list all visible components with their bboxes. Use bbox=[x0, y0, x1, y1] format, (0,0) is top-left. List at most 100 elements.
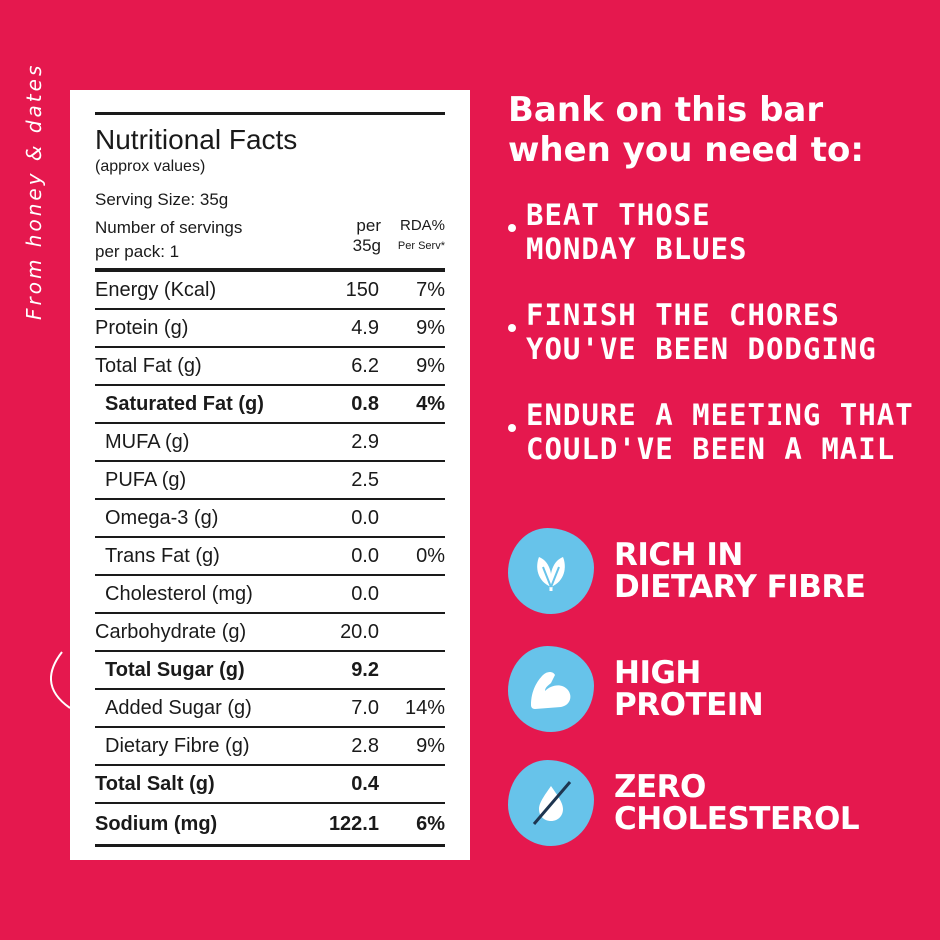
bullet-dot-icon bbox=[508, 424, 516, 432]
nutrient-row-trans-fat: Trans Fat (g) 0.0 0% bbox=[95, 538, 445, 576]
leaves-icon bbox=[508, 528, 594, 614]
badge-line-2: PROTEIN bbox=[614, 687, 764, 723]
nutrient-label: Dietary Fibre (g) bbox=[105, 734, 250, 757]
nutrient-row-sodium: Sodium (mg) 122.1 6% bbox=[95, 804, 445, 847]
rda-header-line-2: Per Serv* bbox=[397, 240, 445, 252]
per-serving-header: per 35g bbox=[333, 216, 381, 256]
nutrient-rda: 9% bbox=[416, 734, 445, 757]
nutrient-label: MUFA (g) bbox=[105, 430, 190, 453]
nutrient-label: Total Sugar (g) bbox=[105, 658, 245, 681]
nutrient-row-carbohydrate: Carbohydrate (g) 20.0 bbox=[95, 614, 445, 652]
servings-header: Number of servings per pack: 1 per 35g R… bbox=[95, 216, 445, 264]
bullet-dot-icon bbox=[508, 324, 516, 332]
nutrient-row-total-sugar: Total Sugar (g) 9.2 bbox=[95, 652, 445, 690]
nutrient-row-omega-3: Omega-3 (g) 0.0 bbox=[95, 500, 445, 538]
nutrient-row-energy: Energy (Kcal) 150 7% bbox=[95, 272, 445, 310]
nutrient-value: 0.8 bbox=[351, 392, 379, 415]
column-headers: per 35g RDA% Per Serv* bbox=[333, 216, 445, 256]
servings-line-2: per pack: 1 bbox=[95, 242, 180, 261]
badge-dietary-fibre: RICH IN DIETARY FIBRE bbox=[508, 528, 928, 614]
nutrient-value: 0.0 bbox=[351, 506, 379, 529]
nutrient-rda: 4% bbox=[416, 392, 445, 415]
nutrient-row-mufa: MUFA (g) 2.9 bbox=[95, 424, 445, 462]
nutrient-row-protein: Protein (g) 4.9 9% bbox=[95, 310, 445, 348]
nutrient-rda: 9% bbox=[416, 316, 445, 339]
nutrition-facts-panel: Nutritional Facts (approx values) Servin… bbox=[70, 90, 470, 860]
nutrient-row-dietary-fibre: Dietary Fibre (g) 2.8 9% bbox=[95, 728, 445, 766]
curl-decoration bbox=[50, 651, 71, 709]
nutrient-rda: 9% bbox=[416, 354, 445, 377]
badge-line-1: ZERO bbox=[614, 769, 706, 805]
badge-text: HIGH PROTEIN bbox=[614, 655, 764, 723]
nutrient-label: Total Salt (g) bbox=[95, 772, 215, 795]
bullet-line-1: FINISH THE CHORES bbox=[526, 298, 840, 332]
nutrient-value: 0.0 bbox=[351, 582, 379, 605]
nutrient-row-added-sugar: Added Sugar (g) 7.0 14% bbox=[95, 690, 445, 728]
nutrient-label: Sodium (mg) bbox=[95, 812, 218, 835]
badge-zero-cholesterol: ZERO CHOLESTEROL bbox=[508, 760, 928, 846]
per-header-line-2: 35g bbox=[352, 236, 381, 255]
nutrient-label: Omega-3 (g) bbox=[105, 506, 219, 529]
nutrient-row-pufa: PUFA (g) 2.5 bbox=[95, 462, 445, 500]
bullet-item: ENDURE A MEETING THAT COULD'VE BEEN A MA… bbox=[508, 398, 928, 466]
bullet-line-2: YOU'VE BEEN DODGING bbox=[526, 332, 877, 366]
badge-text: ZERO CHOLESTEROL bbox=[614, 769, 860, 837]
bullet-line-2: MONDAY BLUES bbox=[526, 232, 748, 266]
servings-line-1: Number of servings bbox=[95, 218, 243, 237]
nutrient-row-total-salt: Total Salt (g) 0.4 bbox=[95, 766, 445, 804]
nutrient-value: 0.4 bbox=[351, 772, 379, 795]
nutrient-value: 2.9 bbox=[351, 430, 379, 453]
nutrient-rda: 6% bbox=[416, 812, 445, 835]
no-drop-icon bbox=[508, 760, 594, 846]
nutrient-label: Carbohydrate (g) bbox=[95, 620, 247, 643]
headline-line-1: Bank on this bar bbox=[508, 90, 824, 130]
nutrient-label: Protein (g) bbox=[95, 316, 189, 339]
nutrient-value: 150 bbox=[345, 278, 379, 301]
bullet-dot-icon bbox=[508, 224, 516, 232]
nutrient-row-cholesterol: Cholesterol (mg) 0.0 bbox=[95, 576, 445, 614]
bullet-item: FINISH THE CHORES YOU'VE BEEN DODGING bbox=[508, 298, 928, 366]
nutrient-value: 122.1 bbox=[328, 812, 379, 835]
flexed-arm-icon bbox=[508, 646, 594, 732]
nutrient-value: 6.2 bbox=[351, 354, 379, 377]
bullet-line-1: ENDURE A MEETING THAT bbox=[526, 398, 914, 432]
nutrient-label: Energy (Kcal) bbox=[95, 278, 217, 301]
bullet-item: BEAT THOSE MONDAY BLUES bbox=[508, 198, 928, 266]
nutrient-value: 2.8 bbox=[351, 734, 379, 757]
nutrient-value: 0.0 bbox=[351, 544, 379, 567]
nutrient-row-total-fat: Total Fat (g) 6.2 9% bbox=[95, 348, 445, 386]
nutrient-rda: 0% bbox=[416, 544, 445, 567]
rda-header: RDA% Per Serv* bbox=[387, 216, 445, 256]
nutrition-subtitle: (approx values) bbox=[95, 158, 206, 175]
nutrient-label: PUFA (g) bbox=[105, 468, 187, 491]
badge-line-2: DIETARY FIBRE bbox=[614, 569, 866, 605]
badge-line-1: RICH IN bbox=[614, 537, 743, 573]
nutrient-value: 20.0 bbox=[340, 620, 379, 643]
badge-text: RICH IN DIETARY FIBRE bbox=[614, 537, 866, 605]
nutrient-value: 4.9 bbox=[351, 316, 379, 339]
nutrient-label: Cholesterol (mg) bbox=[105, 582, 253, 605]
badge-line-1: HIGH bbox=[614, 655, 701, 691]
bullet-line-2: COULD'VE BEEN A MAIL bbox=[526, 432, 896, 466]
benefits-column: Bank on this bar when you need to: BEAT … bbox=[508, 90, 928, 846]
side-note: From honey & dates bbox=[22, 62, 46, 320]
benefit-bullets: BEAT THOSE MONDAY BLUES FINISH THE CHORE… bbox=[508, 198, 928, 466]
per-header-line-1: per bbox=[356, 216, 381, 235]
badge-line-2: CHOLESTEROL bbox=[614, 801, 860, 837]
nutrition-title: Nutritional Facts bbox=[95, 124, 298, 155]
servings-count: Number of servings per pack: 1 bbox=[95, 216, 315, 264]
top-rule bbox=[95, 112, 445, 115]
serving-size: Serving Size: 35g bbox=[95, 190, 229, 209]
nutrient-label: Saturated Fat (g) bbox=[105, 392, 264, 415]
nutrient-value: 2.5 bbox=[351, 468, 379, 491]
nutrient-label: Total Fat (g) bbox=[95, 354, 202, 377]
nutrient-rda: 7% bbox=[416, 278, 445, 301]
headline-line-2: when you need to: bbox=[508, 130, 864, 170]
bullet-line-1: BEAT THOSE bbox=[526, 198, 711, 232]
nutrient-rda: 14% bbox=[404, 696, 445, 719]
nutrient-label: Trans Fat (g) bbox=[105, 544, 220, 567]
nutrient-value: 9.2 bbox=[351, 658, 379, 681]
nutrient-value: 7.0 bbox=[351, 696, 379, 719]
headline: Bank on this bar when you need to: bbox=[508, 90, 928, 170]
nutrient-row-saturated-fat: Saturated Fat (g) 0.8 4% bbox=[95, 386, 445, 424]
